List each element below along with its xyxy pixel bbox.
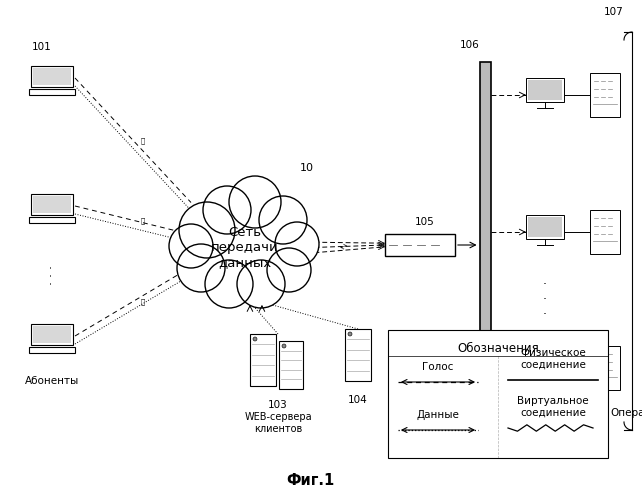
FancyBboxPatch shape [345,329,371,381]
Text: WEB-сервера
клиентов: WEB-сервера клиентов [244,412,312,434]
Circle shape [348,332,352,336]
Circle shape [253,337,257,341]
FancyBboxPatch shape [526,78,564,102]
Text: 𝓩: 𝓩 [141,298,145,305]
FancyBboxPatch shape [31,66,73,87]
Text: 10: 10 [300,163,314,173]
FancyBboxPatch shape [528,217,562,238]
Text: Обозначения: Обозначения [457,342,539,355]
FancyBboxPatch shape [528,353,562,374]
Text: Фиг.1: Фиг.1 [286,473,334,488]
FancyBboxPatch shape [33,326,71,343]
Text: Операторы: Операторы [610,408,642,418]
FancyBboxPatch shape [590,210,620,254]
Text: Голос: Голос [422,362,454,372]
Text: 101: 101 [32,42,52,52]
Circle shape [282,344,286,348]
Text: · · ·: · · · [46,265,58,285]
FancyBboxPatch shape [480,62,490,408]
FancyBboxPatch shape [33,196,71,213]
Text: Сеть
передачи
данных: Сеть передачи данных [211,226,279,270]
Text: Абоненты: Абоненты [25,376,79,386]
Text: 105: 105 [415,217,435,227]
FancyBboxPatch shape [528,80,562,100]
Text: Z: Z [338,242,345,250]
Text: Виртуальное
соединение: Виртуальное соединение [517,396,589,418]
Text: 107: 107 [604,7,624,17]
FancyBboxPatch shape [279,341,303,389]
Text: ·
·
·: · · · [543,278,547,322]
FancyBboxPatch shape [31,324,73,345]
Text: Физическое
соединение: Физическое соединение [520,348,586,370]
Text: Данные: Данные [417,410,460,420]
FancyBboxPatch shape [385,234,455,256]
Text: 103: 103 [268,400,288,410]
Text: 106: 106 [460,40,480,50]
FancyBboxPatch shape [31,194,73,215]
FancyBboxPatch shape [590,73,620,117]
FancyBboxPatch shape [526,351,564,376]
FancyBboxPatch shape [29,347,75,352]
FancyBboxPatch shape [29,89,75,94]
FancyBboxPatch shape [526,215,564,240]
Text: 𝓩: 𝓩 [141,137,145,143]
FancyBboxPatch shape [388,330,608,458]
Text: 104: 104 [348,395,368,405]
Text: 𝓩: 𝓩 [141,217,145,224]
FancyBboxPatch shape [33,68,71,85]
FancyBboxPatch shape [250,334,276,386]
FancyBboxPatch shape [590,346,620,390]
FancyBboxPatch shape [29,217,75,222]
